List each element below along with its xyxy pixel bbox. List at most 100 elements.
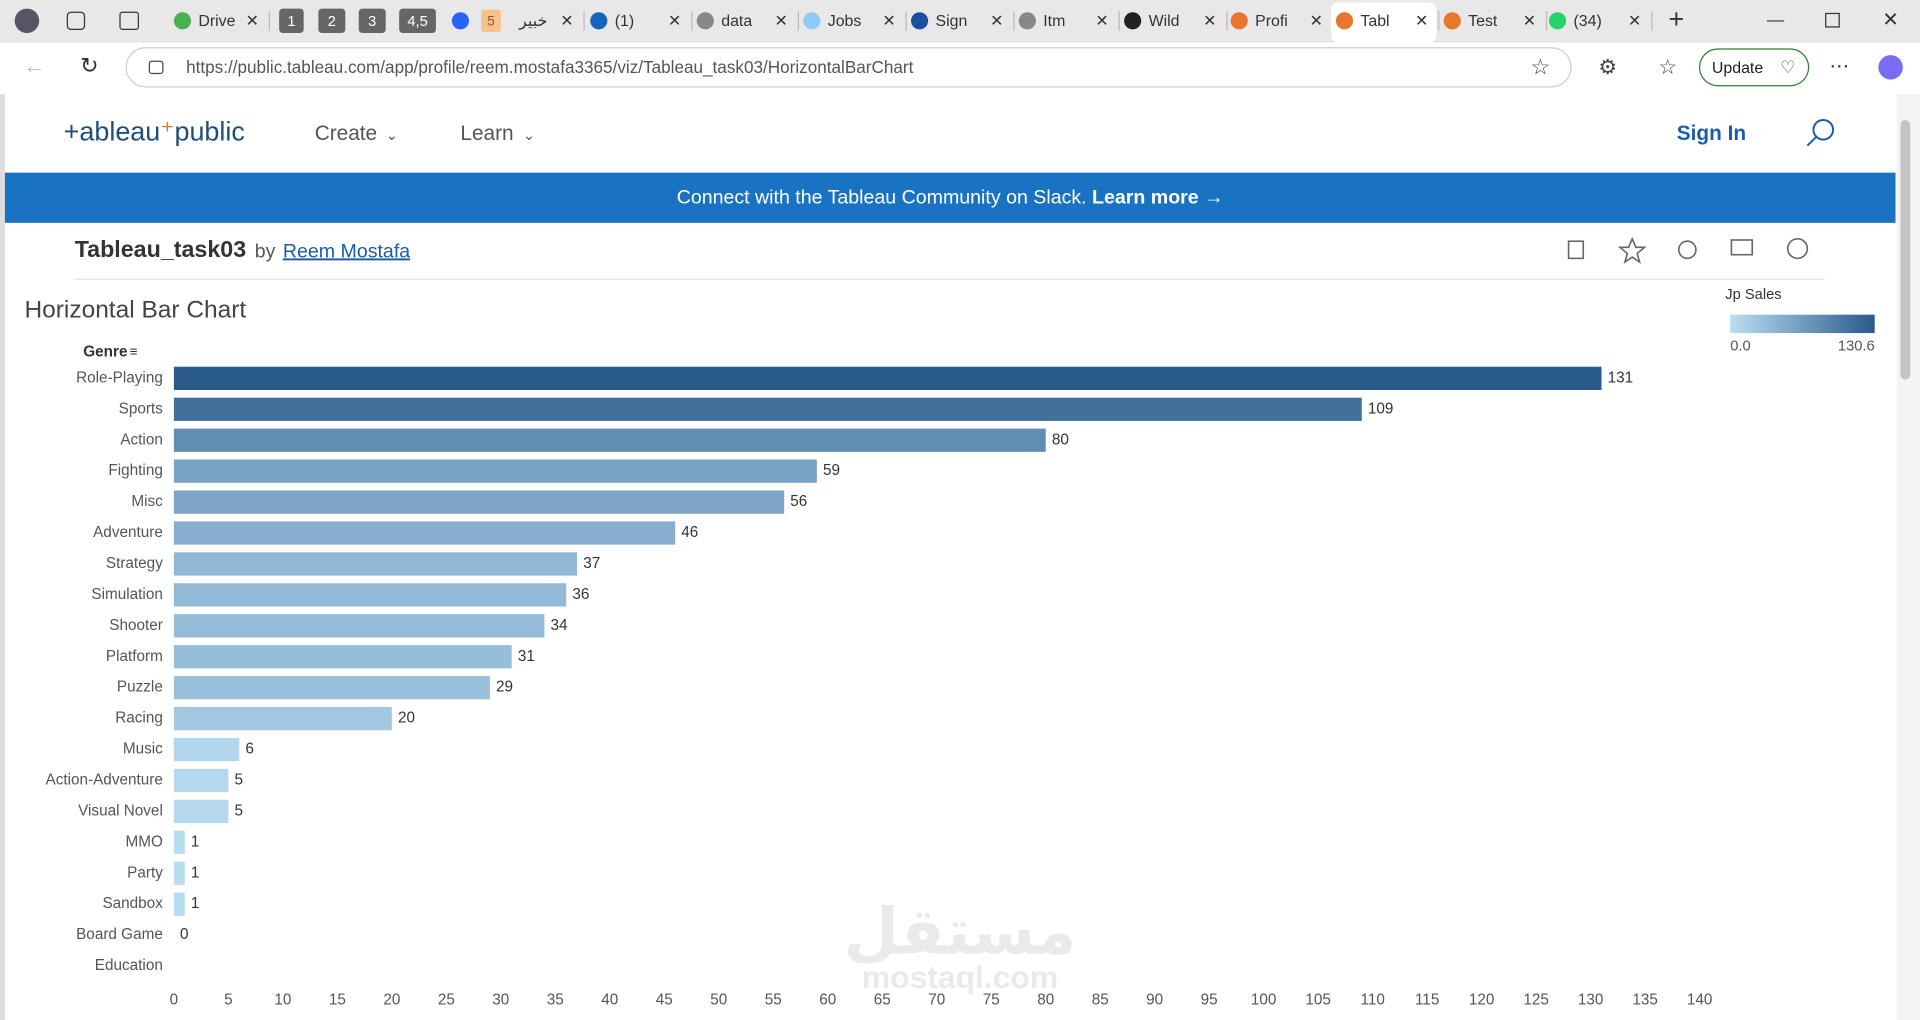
category-label: Action (120, 431, 163, 448)
chart-title: Horizontal Bar Chart (24, 296, 246, 323)
back-button[interactable]: ← (23, 53, 45, 78)
address-bar[interactable] (125, 47, 1572, 88)
x-tick-label: 0 (170, 991, 179, 1008)
lock-icon[interactable] (148, 60, 164, 75)
tab-close[interactable]: ✕ (990, 13, 1003, 30)
bar[interactable] (173, 706, 392, 731)
copilot-icon[interactable] (1878, 55, 1903, 80)
scroll-thumb[interactable] (1900, 120, 1911, 380)
copy-icon[interactable] (1567, 240, 1585, 260)
category-label: Misc (131, 493, 163, 510)
pinned-tab[interactable] (318, 8, 346, 34)
sort-icon[interactable]: ≡ (130, 344, 138, 359)
extensions[interactable]: ⚙ (1598, 56, 1617, 79)
tab-label: Itm (1043, 13, 1065, 30)
bar[interactable] (173, 428, 1046, 452)
favorite-icon[interactable] (1617, 236, 1647, 264)
x-tick-label: 100 (1251, 991, 1277, 1008)
tab-label: Tabl (1360, 13, 1389, 30)
x-tick-label: 125 (1523, 991, 1549, 1008)
tab-close[interactable]: ✕ (1523, 13, 1536, 30)
tab-close[interactable]: ✕ (882, 13, 895, 30)
share-icon[interactable] (1677, 240, 1697, 260)
bar[interactable] (173, 614, 545, 638)
nav-learn[interactable]: Learn (460, 122, 513, 145)
bar[interactable] (173, 490, 785, 514)
banner-link[interactable]: Learn more → (1092, 187, 1224, 209)
update-label[interactable]: Update (1712, 60, 1763, 77)
x-tick-label: 135 (1632, 991, 1658, 1008)
value-label: 36 (572, 586, 589, 603)
value-label: 31 (518, 648, 535, 665)
more-menu[interactable]: ⋯ (1829, 56, 1849, 78)
bar[interactable] (173, 366, 1602, 390)
value-label: 1 (191, 895, 200, 912)
x-tick-label: 15 (329, 991, 346, 1008)
tab-close[interactable]: ✕ (1203, 13, 1216, 30)
bar[interactable] (173, 583, 567, 607)
tab-close[interactable]: ✕ (560, 13, 573, 30)
nav-create[interactable]: Create (315, 122, 377, 145)
update-button[interactable] (1698, 48, 1810, 87)
category-label: Simulation (91, 586, 162, 603)
search-icon[interactable] (1812, 119, 1835, 141)
bar[interactable] (173, 768, 229, 793)
favorites[interactable]: ☆ (1658, 56, 1677, 79)
bar[interactable] (173, 552, 578, 576)
category-label: Role-Playing (76, 369, 163, 386)
tab-close[interactable]: ✕ (1310, 13, 1323, 30)
tab-icon (696, 12, 714, 30)
bar[interactable] (173, 799, 229, 824)
author-link[interactable]: Reem Mostafa (283, 240, 410, 262)
tab-badge-bg (481, 9, 501, 32)
bar[interactable] (173, 861, 185, 885)
category-label: Fighting (108, 462, 162, 479)
sign-in[interactable]: Sign In (1677, 122, 1746, 145)
frame-edge (0, 94, 5, 1020)
badge-icon[interactable] (1786, 237, 1809, 260)
x-tick-label: 90 (1146, 991, 1163, 1008)
category-label: Sandbox (102, 895, 163, 912)
bar[interactable] (173, 737, 240, 762)
logo[interactable]: +ableau⁺public (64, 117, 245, 147)
bar[interactable] (173, 459, 817, 483)
tab-close[interactable]: ✕ (668, 13, 681, 30)
tab-icon (1335, 12, 1354, 30)
tab-close[interactable]: ✕ (1628, 13, 1641, 30)
restore[interactable] (1825, 12, 1840, 28)
url[interactable]: https://public.tableau.com/app/profile/r… (186, 57, 914, 77)
workspaces-icon[interactable] (66, 11, 86, 30)
close-window[interactable]: ✕ (1882, 9, 1898, 31)
download-icon[interactable] (1730, 239, 1754, 256)
x-tick-label: 110 (1360, 991, 1384, 1008)
tab-label: Sign (936, 13, 968, 30)
favorite-star[interactable]: ☆ (1531, 54, 1551, 79)
value-label: 34 (551, 617, 569, 634)
tab-close[interactable]: ✕ (246, 13, 259, 30)
pinned-tab[interactable] (399, 8, 436, 34)
profile-icon[interactable] (14, 8, 40, 34)
tab-close[interactable]: ✕ (1415, 13, 1428, 30)
active-tab[interactable] (1331, 2, 1437, 43)
tab-actions-icon[interactable] (119, 11, 139, 30)
bar[interactable] (173, 830, 185, 854)
x-tick-label: 30 (492, 991, 509, 1008)
pinned-tab[interactable] (358, 8, 386, 34)
minimize[interactable]: — (1767, 9, 1785, 29)
tab-icon (911, 12, 929, 30)
bar[interactable] (173, 645, 512, 669)
tab-icon (1018, 12, 1036, 30)
bar[interactable] (173, 521, 676, 545)
legend-title: Jp Sales (1725, 287, 1781, 303)
value-label: 20 (398, 710, 415, 727)
bar[interactable] (173, 892, 185, 916)
bar[interactable] (173, 676, 490, 700)
new-tab[interactable]: + (1668, 4, 1684, 34)
reload-button[interactable]: ↻ (80, 53, 98, 78)
tab-close[interactable]: ✕ (1095, 13, 1108, 30)
tab-close[interactable]: ✕ (775, 13, 788, 30)
value-label: 0 (180, 926, 189, 943)
pinned-tab[interactable] (279, 8, 304, 34)
bar[interactable] (173, 397, 1362, 421)
